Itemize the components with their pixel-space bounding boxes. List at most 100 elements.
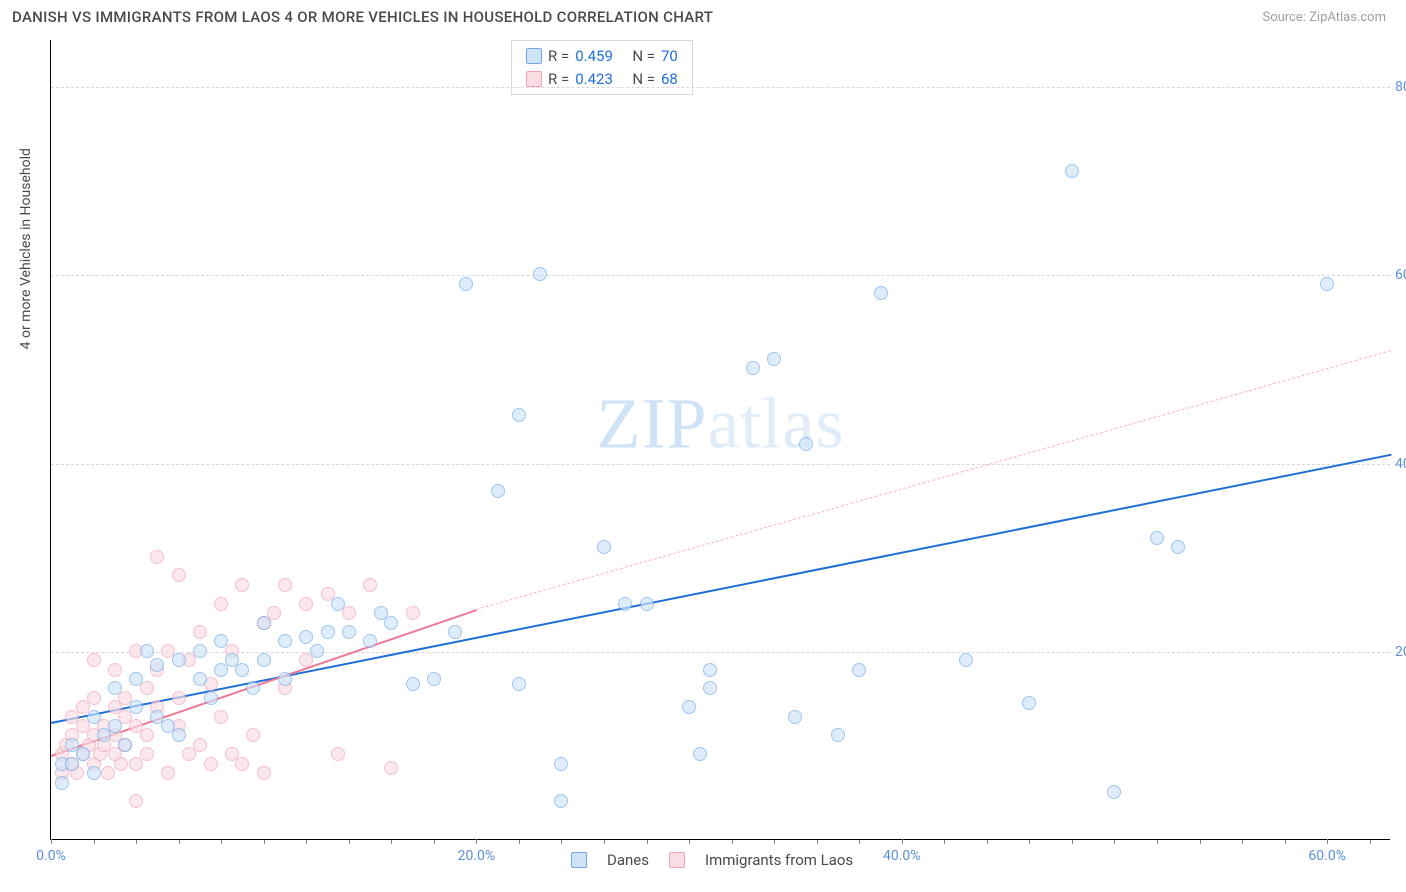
data-point (172, 568, 186, 582)
y-tick-label: 60.0% (1395, 267, 1406, 283)
data-point (235, 757, 249, 771)
data-point (87, 691, 101, 705)
data-point (140, 644, 154, 658)
data-point (114, 757, 128, 771)
x-minor-tick (221, 840, 222, 844)
x-minor-tick (94, 840, 95, 844)
swatch-blue-icon (571, 852, 587, 868)
data-point (161, 766, 175, 780)
legend-row-danes: R = 0.459 N = 70 (526, 45, 678, 68)
data-point (640, 597, 654, 611)
data-point (235, 578, 249, 592)
data-point (108, 681, 122, 695)
x-tick-mark (51, 839, 52, 844)
scatter-chart: ZIPatlas R = 0.459 N = 70 R = 0.423 N = … (50, 40, 1390, 840)
data-point (1320, 277, 1334, 291)
data-point (299, 597, 313, 611)
watermark-zip: ZIP (597, 383, 708, 463)
y-tick-label: 40.0% (1395, 456, 1406, 472)
data-point (129, 672, 143, 686)
series-legend: Danes Immigrants from Laos (571, 851, 853, 869)
data-point (384, 761, 398, 775)
r-label: R = (548, 45, 569, 68)
x-minor-tick (1285, 840, 1286, 844)
data-point (193, 625, 207, 639)
x-minor-tick (1200, 840, 1201, 844)
x-minor-tick (732, 840, 733, 844)
data-point (533, 267, 547, 281)
data-point (118, 738, 132, 752)
gridline (51, 464, 1390, 465)
y-tick-label: 80.0% (1395, 79, 1406, 95)
data-point (427, 672, 441, 686)
data-point (140, 747, 154, 761)
data-point (1150, 531, 1164, 545)
data-point (321, 625, 335, 639)
swatch-pink-icon (526, 71, 542, 87)
data-point (491, 484, 505, 498)
data-point (788, 710, 802, 724)
x-minor-tick (817, 840, 818, 844)
data-point (874, 286, 888, 300)
x-minor-tick (349, 840, 350, 844)
x-minor-tick (944, 840, 945, 844)
data-point (703, 681, 717, 695)
x-minor-tick (391, 840, 392, 844)
data-point (1107, 785, 1121, 799)
data-point (214, 634, 228, 648)
data-point (959, 653, 973, 667)
data-point (384, 616, 398, 630)
data-point (129, 794, 143, 808)
data-point (214, 597, 228, 611)
data-point (746, 361, 760, 375)
source-label: Source: ZipAtlas.com (1262, 10, 1386, 25)
data-point (406, 606, 420, 620)
x-minor-tick (689, 840, 690, 844)
data-point (512, 408, 526, 422)
data-point (257, 653, 271, 667)
data-point (363, 634, 377, 648)
data-point (193, 672, 207, 686)
x-minor-tick (1242, 840, 1243, 844)
data-point (140, 681, 154, 695)
x-minor-tick (434, 840, 435, 844)
x-minor-tick (1072, 840, 1073, 844)
data-point (331, 747, 345, 761)
n-label: N = (632, 45, 655, 68)
data-point (597, 540, 611, 554)
data-point (1065, 164, 1079, 178)
data-point (448, 625, 462, 639)
watermark-atlas: atlas (708, 383, 845, 463)
data-point (87, 653, 101, 667)
data-point (87, 766, 101, 780)
data-point (87, 710, 101, 724)
data-point (831, 728, 845, 742)
data-point (108, 719, 122, 733)
gridline (51, 652, 1390, 653)
legend-label-danes: Danes (607, 851, 649, 869)
data-point (150, 658, 164, 672)
data-point (235, 663, 249, 677)
data-point (172, 728, 186, 742)
data-point (193, 738, 207, 752)
data-point (246, 728, 260, 742)
data-point (310, 644, 324, 658)
x-minor-tick (647, 840, 648, 844)
y-axis-label: 4 or more Vehicles in Household (18, 148, 34, 349)
x-minor-tick (519, 840, 520, 844)
chart-title: DANISH VS IMMIGRANTS FROM LAOS 4 OR MORE… (12, 8, 713, 26)
data-point (278, 578, 292, 592)
data-point (459, 277, 473, 291)
data-point (852, 663, 866, 677)
x-tick-label: 60.0% (1308, 848, 1346, 864)
data-point (1171, 540, 1185, 554)
data-point (406, 677, 420, 691)
swatch-blue-icon (526, 48, 542, 64)
x-tick-label: 0.0% (36, 848, 66, 864)
data-point (767, 352, 781, 366)
x-minor-tick (1114, 840, 1115, 844)
chart-header: DANISH VS IMMIGRANTS FROM LAOS 4 OR MORE… (0, 0, 1406, 30)
data-point (76, 747, 90, 761)
data-point (342, 606, 356, 620)
watermark: ZIPatlas (597, 382, 845, 465)
